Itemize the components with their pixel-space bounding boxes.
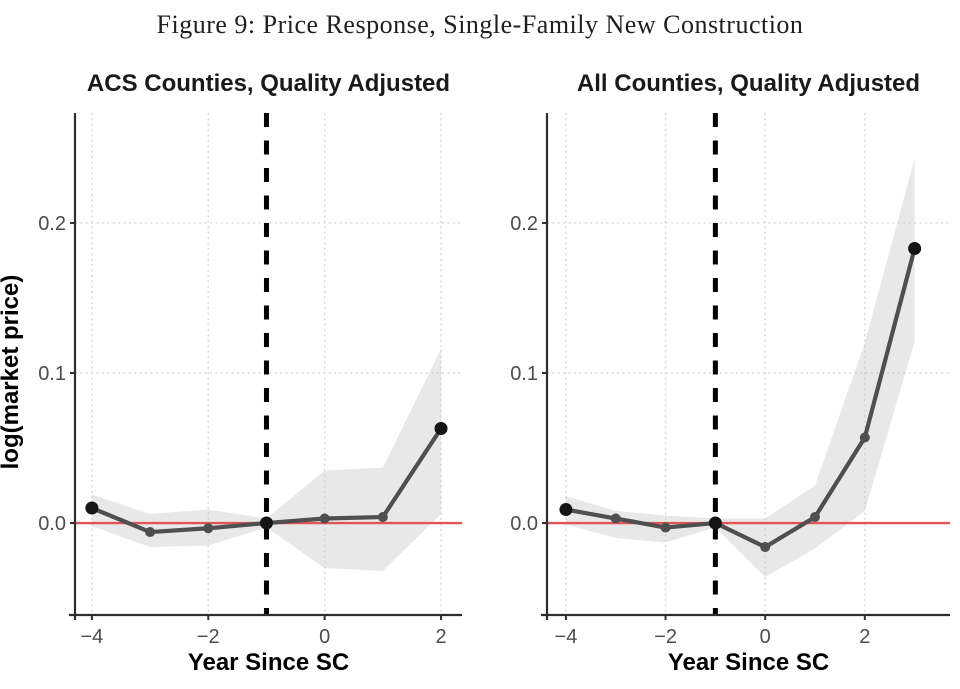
y-tick-label: 0.1 xyxy=(510,363,538,385)
data-point-emphasized xyxy=(434,422,448,436)
data-point xyxy=(377,512,388,523)
x-tick-label: −2 xyxy=(197,626,220,648)
data-point xyxy=(810,512,821,523)
panel-all-counties: All Counties, Quality Adjusted −4 −2 0 2 0.0… xyxy=(480,55,960,689)
y-tick-label: 0.2 xyxy=(38,213,66,235)
y-tick-label: 0.0 xyxy=(38,513,66,535)
confidence-band xyxy=(91,348,442,572)
data-point-emphasized xyxy=(908,241,922,255)
x-tick-label: −4 xyxy=(80,626,103,648)
data-point-emphasized xyxy=(259,516,273,530)
y-axis-title: log(market price) xyxy=(0,275,24,470)
y-tick-label: 0.1 xyxy=(38,363,66,385)
data-point xyxy=(610,513,621,524)
x-tick-label: 0 xyxy=(319,626,330,648)
x-tick-label: −4 xyxy=(555,626,578,648)
x-axis-title: Year Since SC xyxy=(668,649,829,676)
acs-counties-chart: −4 −2 0 2 0.0 0.1 0.2 Year Since SC log(market p… xyxy=(0,113,462,676)
data-point xyxy=(319,513,330,524)
data-point xyxy=(660,522,671,533)
panel-acs-title: ACS Counties, Quality Adjusted xyxy=(86,70,451,97)
x-tick-label: 2 xyxy=(435,626,446,648)
data-point xyxy=(203,523,214,534)
data-point-emphasized xyxy=(708,516,722,530)
panel-all-title: All Counties, Quality Adjusted xyxy=(576,70,921,97)
x-tick-label: −2 xyxy=(654,626,677,648)
all-counties-chart: −4 −2 0 2 0.0 0.1 0.2 Year Since SC xyxy=(510,113,950,676)
x-tick-label: 0 xyxy=(760,626,771,648)
x-axis-title: Year Since SC xyxy=(188,649,349,676)
x-tick-label: 2 xyxy=(859,626,870,648)
data-point xyxy=(859,432,870,443)
price-response-line xyxy=(563,246,917,550)
data-point-emphasized xyxy=(559,503,573,517)
data-point-emphasized xyxy=(85,501,99,515)
panel-acs-counties: ACS Counties, Quality Adjusted −4 −2 0 2 0.0… xyxy=(0,55,480,689)
y-tick-label: 0.0 xyxy=(510,513,538,535)
y-tick-label: 0.2 xyxy=(510,213,538,235)
confidence-band xyxy=(565,158,915,578)
figure-title: Figure 9: Price Response, Single-Family … xyxy=(156,10,804,39)
data-point xyxy=(145,527,156,538)
data-point xyxy=(760,542,771,553)
